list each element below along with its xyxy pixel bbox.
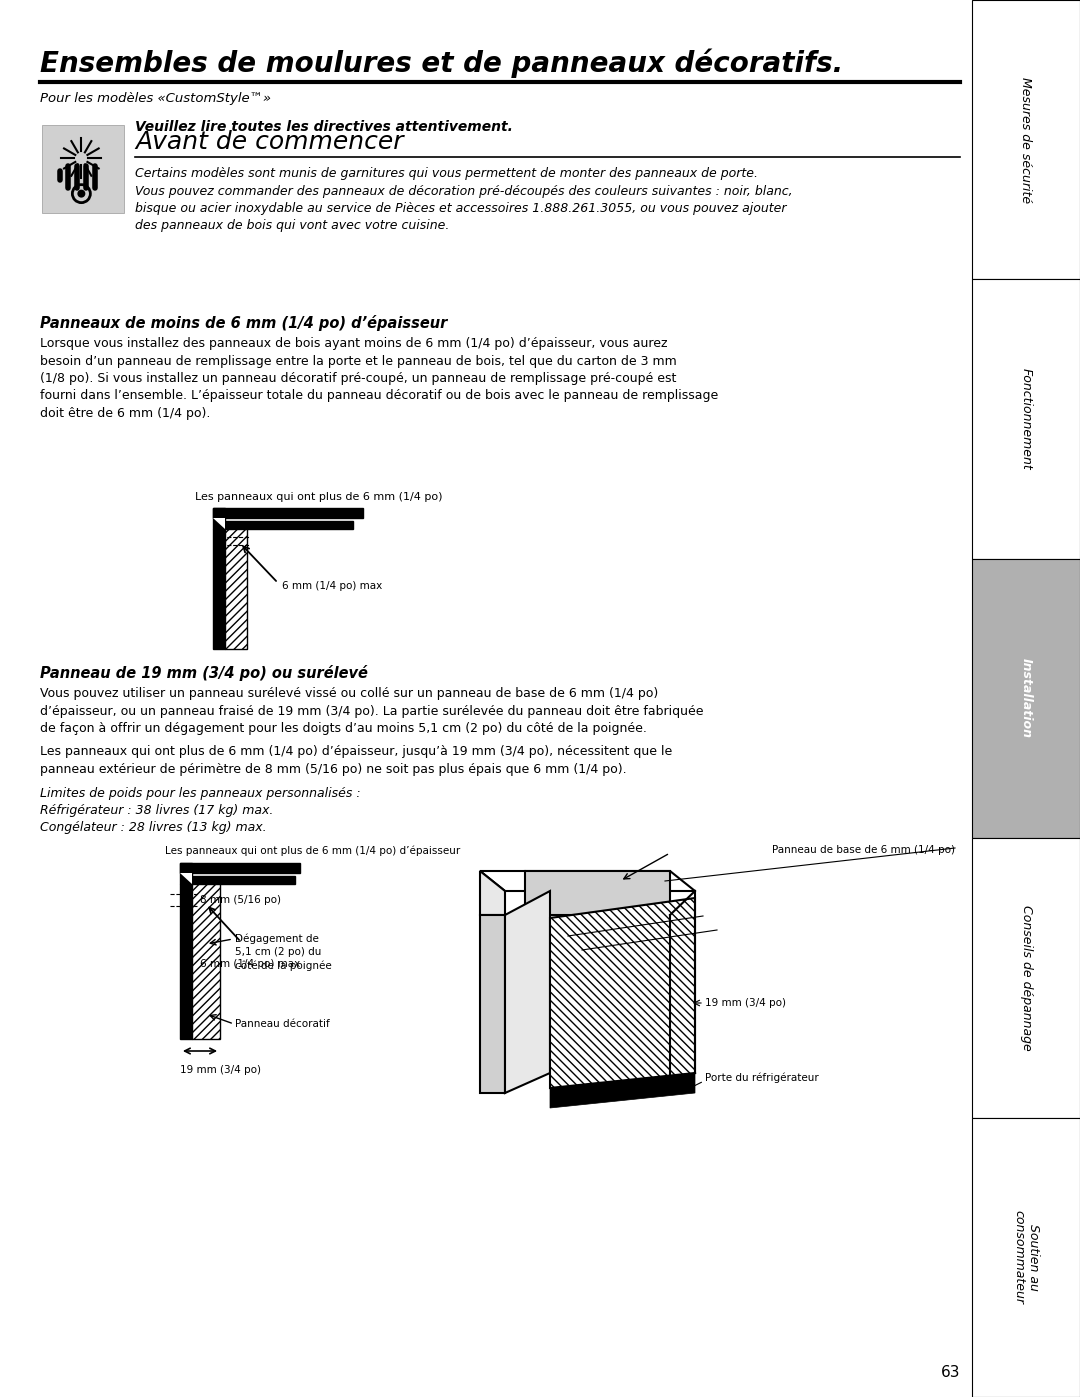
Bar bbox=[972, 559, 1080, 838]
Bar bbox=[972, 838, 1080, 1118]
Bar bbox=[180, 884, 192, 1039]
Text: 6 mm (1/4 po) max: 6 mm (1/4 po) max bbox=[200, 958, 300, 970]
Text: Les panneaux qui ont plus de 6 mm (1/4 po) d’épaisseur: Les panneaux qui ont plus de 6 mm (1/4 p… bbox=[165, 845, 460, 855]
Text: Soutien au
consommateur: Soutien au consommateur bbox=[1012, 1210, 1040, 1305]
Bar bbox=[180, 863, 192, 884]
Bar bbox=[180, 863, 300, 873]
Circle shape bbox=[78, 190, 85, 197]
Bar bbox=[42, 124, 124, 212]
Text: 19 mm (3/4 po): 19 mm (3/4 po) bbox=[705, 997, 786, 1009]
Bar bbox=[972, 0, 1080, 279]
Bar bbox=[213, 509, 225, 529]
Text: 8 mm (5/16 po): 8 mm (5/16 po) bbox=[200, 895, 281, 905]
Text: Les panneaux qui ont plus de 6 mm (1/4 po) d’épaisseur, jusqu’à 19 mm (3/4 po), : Les panneaux qui ont plus de 6 mm (1/4 p… bbox=[40, 745, 672, 775]
Bar bbox=[192, 884, 220, 1039]
Text: Vous pouvez utiliser un panneau surélevé vissé ou collé sur un panneau de base d: Vous pouvez utiliser un panneau surélevé… bbox=[40, 687, 703, 735]
Text: 19 mm (3/4 po): 19 mm (3/4 po) bbox=[180, 1065, 261, 1076]
Text: Panneau de 19 mm (3/4 po) ou surélevé: Panneau de 19 mm (3/4 po) ou surélevé bbox=[40, 665, 368, 680]
Text: Fonctionnement: Fonctionnement bbox=[1020, 369, 1032, 469]
Polygon shape bbox=[550, 898, 696, 1088]
Bar bbox=[972, 1118, 1080, 1397]
Polygon shape bbox=[525, 870, 670, 915]
Polygon shape bbox=[213, 518, 225, 529]
Text: Mesures de sécurité: Mesures de sécurité bbox=[1020, 77, 1032, 203]
Text: Limites de poids pour les panneaux personnalisés :
Réfrigérateur : 38 livres (17: Limites de poids pour les panneaux perso… bbox=[40, 787, 361, 834]
Text: Dégagement de
5,1 cm (2 po) du
côté de la poignée: Dégagement de 5,1 cm (2 po) du côté de l… bbox=[235, 935, 332, 971]
Polygon shape bbox=[505, 891, 550, 1092]
Bar bbox=[225, 529, 247, 650]
Bar bbox=[213, 509, 363, 518]
Text: Panneaux de moins de 6 mm (1/4 po) d’épaisseur: Panneaux de moins de 6 mm (1/4 po) d’épa… bbox=[40, 314, 447, 331]
Text: Pour les modèles «CustomStyle™»: Pour les modèles «CustomStyle™» bbox=[40, 92, 271, 105]
Text: Installation: Installation bbox=[1020, 658, 1032, 739]
Text: Certains modèles sont munis de garnitures qui vous permettent de monter des pann: Certains modèles sont munis de garniture… bbox=[135, 168, 793, 232]
Text: Panneau décoratif: Panneau décoratif bbox=[235, 1018, 329, 1030]
Bar bbox=[972, 279, 1080, 559]
Polygon shape bbox=[550, 1073, 696, 1108]
Text: Les panneaux qui ont plus de 6 mm (1/4 po): Les panneaux qui ont plus de 6 mm (1/4 p… bbox=[195, 492, 443, 502]
Text: 6 mm (1/4 po) max: 6 mm (1/4 po) max bbox=[282, 581, 382, 591]
Text: Avant de commencer: Avant de commencer bbox=[135, 130, 404, 154]
Text: 63: 63 bbox=[941, 1365, 960, 1380]
Bar bbox=[222, 521, 353, 529]
Polygon shape bbox=[480, 870, 505, 915]
Polygon shape bbox=[480, 915, 505, 1092]
Text: Conseils de dépannage: Conseils de dépannage bbox=[1020, 905, 1032, 1051]
Bar bbox=[190, 876, 295, 884]
Text: Veuillez lire toutes les directives attentivement.: Veuillez lire toutes les directives atte… bbox=[135, 120, 513, 134]
Text: Porte du réfrigérateur: Porte du réfrigérateur bbox=[705, 1073, 819, 1083]
Text: Ensembles de moulures et de panneaux décoratifs.: Ensembles de moulures et de panneaux déc… bbox=[40, 47, 843, 77]
Text: Panneau de base de 6 mm (1/4 po): Panneau de base de 6 mm (1/4 po) bbox=[772, 845, 955, 855]
Polygon shape bbox=[480, 870, 550, 891]
Polygon shape bbox=[180, 873, 192, 884]
Polygon shape bbox=[525, 870, 696, 891]
Text: Lorsque vous installez des panneaux de bois ayant moins de 6 mm (1/4 po) d’épais: Lorsque vous installez des panneaux de b… bbox=[40, 337, 718, 420]
Bar bbox=[213, 529, 225, 650]
